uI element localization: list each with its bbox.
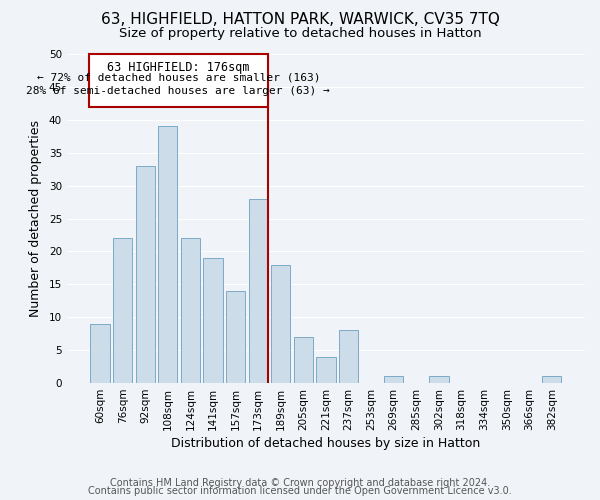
X-axis label: Distribution of detached houses by size in Hatton: Distribution of detached houses by size … xyxy=(172,437,481,450)
Text: 63 HIGHFIELD: 176sqm: 63 HIGHFIELD: 176sqm xyxy=(107,60,250,74)
Bar xyxy=(339,330,358,383)
Text: Size of property relative to detached houses in Hatton: Size of property relative to detached ho… xyxy=(119,28,481,40)
Bar xyxy=(294,337,313,383)
Text: ← 72% of detached houses are smaller (163): ← 72% of detached houses are smaller (16… xyxy=(37,72,320,83)
Bar xyxy=(136,166,155,383)
Bar xyxy=(542,376,562,383)
Bar xyxy=(248,199,268,383)
Bar xyxy=(158,126,178,383)
Text: Contains public sector information licensed under the Open Government Licence v3: Contains public sector information licen… xyxy=(88,486,512,496)
Text: 63, HIGHFIELD, HATTON PARK, WARWICK, CV35 7TQ: 63, HIGHFIELD, HATTON PARK, WARWICK, CV3… xyxy=(101,12,499,28)
Bar xyxy=(316,356,335,383)
Text: Contains HM Land Registry data © Crown copyright and database right 2024.: Contains HM Land Registry data © Crown c… xyxy=(110,478,490,488)
Bar xyxy=(113,238,132,383)
Bar xyxy=(203,258,223,383)
Bar xyxy=(226,291,245,383)
Bar xyxy=(91,324,110,383)
Bar xyxy=(271,264,290,383)
FancyBboxPatch shape xyxy=(89,54,268,106)
Bar xyxy=(430,376,449,383)
Text: 28% of semi-detached houses are larger (63) →: 28% of semi-detached houses are larger (… xyxy=(26,86,330,96)
Bar xyxy=(384,376,403,383)
Bar xyxy=(181,238,200,383)
Y-axis label: Number of detached properties: Number of detached properties xyxy=(29,120,42,317)
